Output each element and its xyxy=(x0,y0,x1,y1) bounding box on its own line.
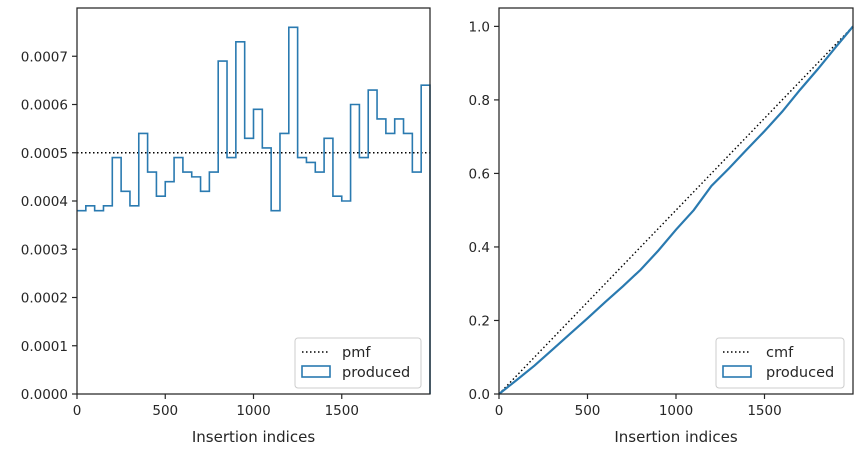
left-y-tick-label: 0.0004 xyxy=(21,194,68,210)
right-legend-produced-swatch xyxy=(722,365,752,378)
left-x-tick-label: 500 xyxy=(152,403,178,419)
left-y-tick-label: 0.0005 xyxy=(21,146,68,162)
right-x-tick-label: 500 xyxy=(575,403,601,419)
right-legend: cmf produced xyxy=(715,337,845,389)
right-y-tick-label: 0.0 xyxy=(469,387,490,403)
right-y-tick-label: 0.2 xyxy=(469,313,490,329)
right-legend-produced-label: produced xyxy=(766,365,834,381)
left-produced-step xyxy=(77,26,431,394)
right-x-tick-label: 0 xyxy=(495,403,504,419)
left-x-tick-label: 0 xyxy=(73,403,82,419)
right-x-axis-label: Insertion indices xyxy=(614,428,737,446)
pmf-histogram-panel: 0 500 1000 1500 0.0000 0.0001 0.0002 0.0003 0.0… xyxy=(21,7,431,446)
right-y-tick-label: 0.4 xyxy=(469,240,490,256)
right-y-tick-label: 0.6 xyxy=(469,166,490,182)
right-legend-box xyxy=(715,337,845,389)
left-legend-box xyxy=(294,337,422,389)
right-produced-line xyxy=(498,25,854,395)
right-y-tick-label: 1.0 xyxy=(469,19,490,35)
left-y-tick-label: 0.0000 xyxy=(21,387,68,403)
left-legend-pmf-label: pmf xyxy=(342,345,371,361)
left-x-axis-label: Insertion indices xyxy=(192,428,315,446)
right-cmf-line xyxy=(498,25,854,395)
left-legend-produced-label: produced xyxy=(342,365,410,381)
left-y-tick-label: 0.0003 xyxy=(21,242,68,258)
right-y-tick-label: 0.8 xyxy=(469,93,490,109)
left-y-tick-label: 0.0007 xyxy=(21,49,68,65)
left-x-tick-label: 1000 xyxy=(236,403,270,419)
right-x-tick-label: 1000 xyxy=(659,403,693,419)
right-axes-frame xyxy=(498,7,854,395)
left-legend: pmf produced xyxy=(294,337,422,389)
left-legend-produced-swatch xyxy=(301,365,331,378)
left-y-tick-label: 0.0006 xyxy=(21,98,68,114)
left-x-tick-label: 1500 xyxy=(325,403,359,419)
left-y-tick-label: 0.0002 xyxy=(21,291,68,307)
right-x-tick-label: 1500 xyxy=(747,403,781,419)
right-legend-cmf-label: cmf xyxy=(766,345,794,361)
cmf-panel: 0 500 1000 1500 0.0 0.2 0.4 0.6 0.8 1.0 Insertio… xyxy=(469,7,854,446)
left-y-tick-label: 0.0001 xyxy=(21,339,68,355)
